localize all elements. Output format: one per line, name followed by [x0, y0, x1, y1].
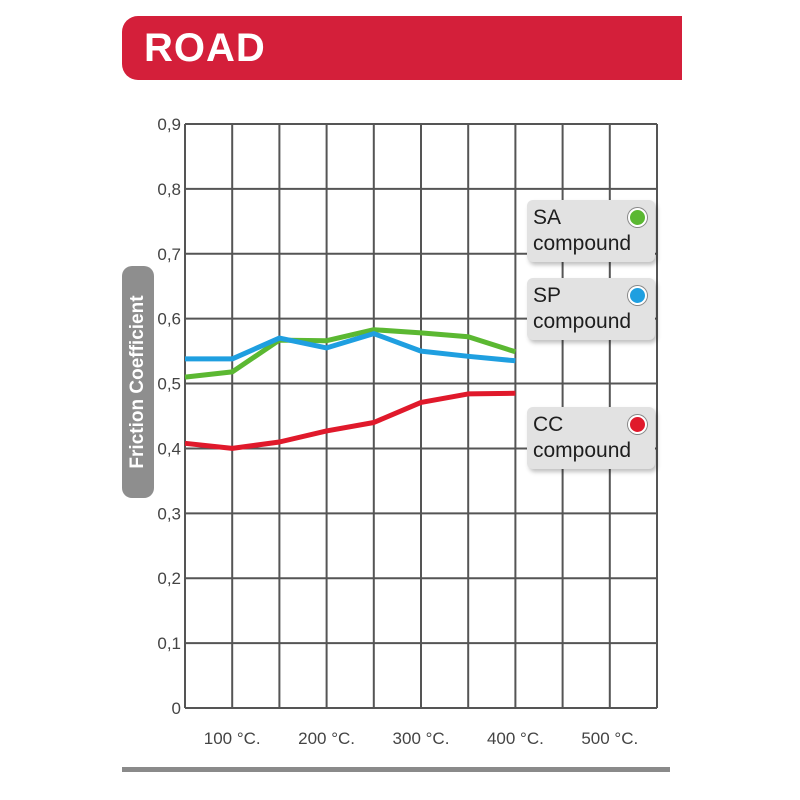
y-axis-label: Friction Coefficient [127, 295, 148, 469]
blue-dot-icon [628, 286, 647, 305]
y-tick-label: 0,1 [157, 634, 181, 653]
red-dot-icon [628, 415, 647, 434]
y-tick-label: 0,7 [157, 245, 181, 264]
legend-sa-line1: SA [533, 206, 562, 229]
y-tick-label: 0,3 [157, 504, 181, 523]
x-tick-label: 500 °C. [581, 729, 638, 748]
y-tick-label: 0 [172, 699, 181, 718]
green-dot-icon [628, 208, 647, 227]
legend-cc-line1: CC [533, 413, 564, 436]
y-tick-label: 0,2 [157, 569, 181, 588]
legend-item-sp: SP compound [527, 278, 655, 340]
y-tick-label: 0,9 [157, 115, 181, 134]
legend-sa-line2: compound [533, 232, 632, 255]
y-tick-label: 0,4 [157, 439, 181, 458]
y-tick-label: 0,5 [157, 375, 181, 394]
y-tick-label: 0,8 [157, 180, 181, 199]
x-tick-label: 300 °C. [393, 729, 450, 748]
legend-sp-line2: compound [533, 310, 632, 333]
x-tick-label: 100 °C. [204, 729, 261, 748]
title-banner: ROAD [122, 16, 682, 80]
legend-cc-line2: compound [533, 439, 632, 462]
legend-item-cc: CC compound [527, 407, 655, 469]
legend-item-sa: SA compound [527, 200, 655, 262]
x-tick-label: 200 °C. [298, 729, 355, 748]
series-line-2 [184, 390, 516, 451]
series-line-0 [184, 327, 517, 380]
legend-sp-line1: SP [533, 284, 562, 307]
x-tick-label: 400 °C. [487, 729, 544, 748]
page-title: ROAD [144, 26, 266, 70]
bottom-rule [122, 767, 670, 772]
series-line-1 [185, 331, 516, 364]
y-axis-label-pill: Friction Coefficient [122, 266, 154, 498]
y-tick-label: 0,6 [157, 310, 181, 329]
